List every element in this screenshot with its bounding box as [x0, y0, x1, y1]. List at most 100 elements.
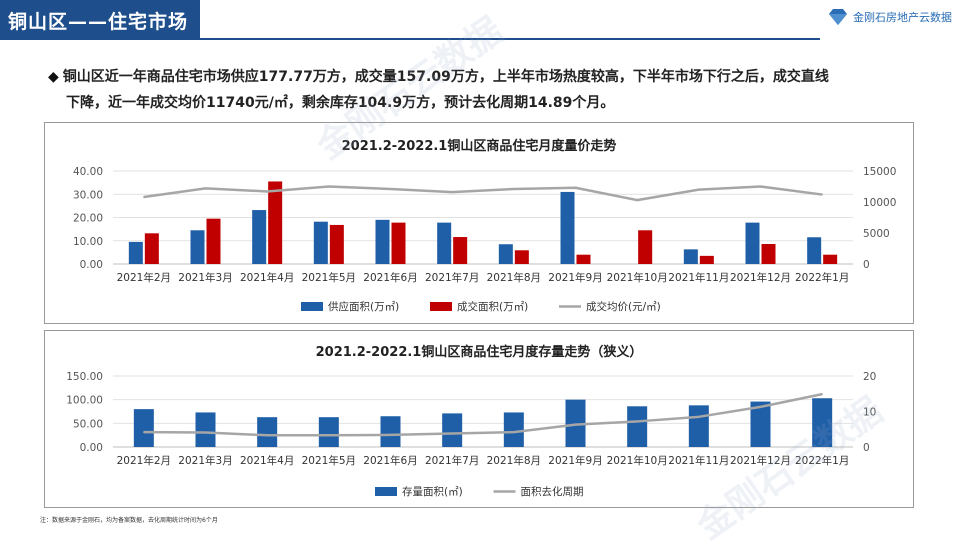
inventory-bar [565, 399, 586, 447]
x-tick-label: 2021年9月 [548, 271, 602, 284]
deal-bar [638, 230, 653, 264]
legend-swatch [301, 302, 323, 311]
trend-line-point [821, 393, 823, 395]
x-tick-label: 2021年3月 [178, 271, 232, 284]
y-right-tick-label: 15000 [863, 166, 896, 178]
deal-bar [823, 254, 838, 264]
diamond-logo-icon [829, 9, 847, 25]
x-tick-label: 2021年6月 [363, 454, 417, 467]
x-tick-label: 2021年11月 [668, 454, 729, 467]
footnote: 注：数据来源于金刚石，均为备案数据，去化周期统计时间为6个月 [40, 517, 218, 524]
y-left-tick-label: 10.00 [73, 236, 103, 248]
y-left-tick-label: 0.00 [80, 442, 103, 454]
brand-logo-text: 金刚石房地产云数据 [853, 11, 952, 24]
x-tick-label: 2021年11月 [668, 271, 729, 284]
x-tick-label: 2022年1月 [795, 454, 849, 467]
deal-bar [268, 181, 283, 264]
supply-bar [498, 244, 513, 264]
y-left-tick-label: 100.00 [66, 395, 103, 407]
inventory-bar [812, 398, 833, 447]
legend-swatch [430, 302, 452, 311]
price-volume-chart-panel: 2021.2-2022.1铜山区商品住宅月度量价走势 0.00 10.00 20.0… [44, 122, 914, 324]
trend-line-point [266, 434, 268, 437]
deal-bar [761, 244, 776, 264]
x-tick-label: 2021年6月 [363, 271, 417, 284]
x-tick-label: 2021年2月 [117, 271, 171, 284]
trend-line-point [698, 188, 700, 191]
deal-bar [576, 254, 591, 264]
chart-1-title: 2021.2-2022.1铜山区商品住宅月度量价走势 [341, 139, 617, 154]
trend-line-point [143, 431, 145, 433]
inventory-bar [750, 401, 771, 447]
bullet-icon: ◆ [48, 69, 59, 85]
supply-bar [375, 219, 390, 264]
trend-line-point [636, 199, 638, 201]
trend-line-point [328, 185, 330, 188]
trend-line-point [574, 423, 577, 426]
trend-line [143, 185, 823, 202]
x-tick-label: 2021年8月 [487, 271, 541, 284]
x-tick-label: 2021年4月 [240, 454, 294, 467]
summary-line-1: 铜山区近一年商品住宅市场供应177.77万方，成交量157.09万方，上半年市场… [62, 69, 829, 85]
x-tick-label: 2021年9月 [548, 454, 602, 467]
trend-line-point [389, 434, 392, 436]
legend-label: 存量面积(㎡) [402, 485, 463, 498]
y-right-tick-label: 20 [863, 371, 876, 383]
y-left-tick-label: 0.00 [80, 259, 103, 271]
x-tick-label: 2021年5月 [302, 454, 356, 467]
legend-label: 成交均价(元/㎡) [586, 300, 661, 313]
x-tick-label: 2021年10月 [607, 454, 668, 467]
trend-line-point [759, 185, 762, 188]
y-left-tick-label: 150.00 [66, 371, 103, 383]
x-tick-label: 2021年7月 [425, 271, 479, 284]
inventory-bar [442, 413, 463, 447]
trend-line-point [513, 431, 515, 433]
legend-label: 面积去化周期 [521, 485, 584, 498]
inventory-bar [257, 417, 278, 447]
y-left-tick-label: 50.00 [73, 418, 103, 430]
deal-bar [391, 222, 406, 264]
inventory-bar [627, 406, 648, 447]
trend-line-point [513, 188, 515, 190]
supply-bar [807, 237, 822, 264]
deal-bar [699, 255, 714, 264]
supply-bar [437, 222, 452, 264]
y-right-tick-label: 0 [863, 259, 870, 271]
y-right-tick-label: 5000 [863, 228, 890, 240]
y-right-tick-label: 10000 [863, 197, 896, 209]
inventory-bar [503, 412, 524, 447]
deal-bar [514, 250, 529, 264]
summary-text: ◆ 铜山区近一年商品住宅市场供应177.77万方，成交量157.09万方，上半年市… [48, 64, 928, 116]
supply-bar [683, 249, 698, 264]
x-tick-label: 2021年7月 [425, 454, 479, 467]
y-left-tick-label: 30.00 [73, 189, 103, 201]
trend-line-point [574, 186, 577, 189]
header-divider [200, 38, 820, 40]
trend-line-point [451, 432, 453, 435]
x-tick-label: 2021年12月 [730, 271, 791, 284]
page-title: 铜山区——住宅市场 [8, 10, 189, 33]
inventory-bar [688, 405, 709, 447]
deal-bar [329, 224, 344, 264]
x-tick-label: 2021年2月 [117, 454, 171, 467]
x-tick-label: 2021年10月 [607, 271, 668, 284]
trend-line-point [759, 406, 762, 408]
x-tick-label: 2021年4月 [240, 271, 294, 284]
legend-label: 供应面积(万㎡) [328, 300, 399, 313]
supply-bar [313, 221, 328, 264]
x-tick-label: 2022年1月 [795, 271, 849, 284]
header-bar: 铜山区——住宅市场 [0, 0, 200, 40]
legend-label: 成交面积(万㎡) [457, 300, 528, 313]
inventory-bar [195, 412, 216, 447]
trend-line-point [698, 416, 700, 418]
supply-bar [190, 230, 205, 264]
trend-line-point [204, 431, 207, 434]
chart-2-title: 2021.2-2022.1铜山区商品住宅月度存量走势（狭义） [315, 345, 643, 360]
y-left-tick-label: 40.00 [73, 166, 103, 178]
x-tick-label: 2021年12月 [730, 454, 791, 467]
supply-bar [252, 210, 267, 264]
supply-bar [745, 222, 760, 264]
inventory-bar [380, 416, 401, 447]
deal-bar [453, 237, 468, 264]
inventory-chart-panel: 2021.2-2022.1铜山区商品住宅月度存量走势（狭义） 0.00 50.00… [44, 330, 914, 508]
